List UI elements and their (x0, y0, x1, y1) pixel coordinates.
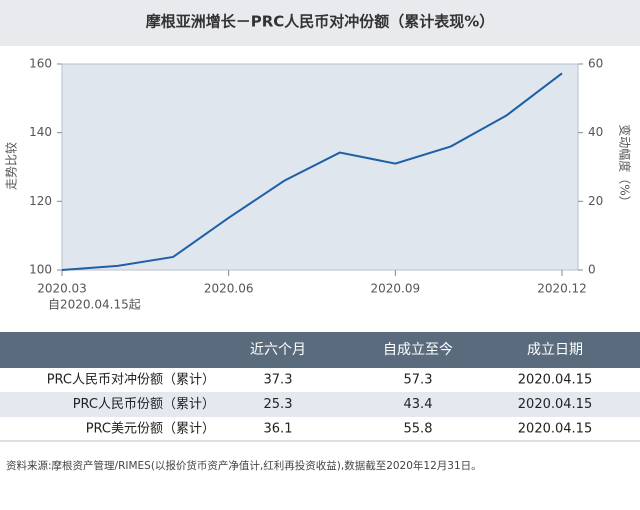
annotation: 自2020.04.15起 (48, 298, 141, 312)
table-row-band (0, 392, 640, 417)
x-tick-label: 2020.09 (371, 282, 421, 296)
x-tick-label: 2020.03 (37, 282, 87, 296)
y2-tick-label: 20 (588, 194, 603, 208)
table-cell: 57.3 (404, 373, 433, 388)
column-header: 自成立至今 (383, 342, 453, 358)
table-cell: 37.3 (264, 373, 293, 388)
y-tick-label: 140 (29, 125, 52, 139)
footnote: 资料来源:摩根资产管理/RIMES(以报价货币资产净值计,红利再投资收益),数据… (6, 459, 482, 472)
table-cell: 25.3 (264, 397, 293, 412)
column-header: 近六个月 (250, 342, 306, 358)
y2-tick-label: 0 (588, 263, 596, 277)
y-axis-label: 走势比较 (4, 142, 19, 190)
column-header: 成立日期 (527, 342, 583, 358)
y2-tick-label: 60 (588, 57, 603, 71)
table-cell: 2020.04.15 (518, 373, 592, 388)
table-cell: 55.8 (404, 422, 433, 437)
chart-title: 摩根亚洲增长－PRC人民币对冲份额（累计表现%） (146, 13, 495, 31)
table-cell: 2020.04.15 (518, 422, 592, 437)
plot-area (61, 63, 579, 271)
table-cell: 43.4 (404, 397, 433, 412)
table-header (0, 332, 640, 368)
title-band (0, 0, 640, 46)
y2-tick-label: 40 (588, 125, 603, 139)
row-label: PRC人民币份额（累计） (73, 397, 215, 412)
x-tick-label: 2020.12 (537, 282, 587, 296)
row-label: PRC人民币对冲份额（累计） (47, 373, 215, 388)
line (61, 72, 563, 271)
y2-axis-label: 变动幅度（%） (618, 124, 633, 207)
y-tick-label: 100 (29, 263, 52, 277)
table-cell: 36.1 (264, 422, 293, 437)
x-tick-label: 2020.06 (204, 282, 254, 296)
table-cell: 2020.04.15 (518, 397, 592, 412)
y-tick-label: 120 (29, 194, 52, 208)
row-label: PRC美元份额（累计） (86, 422, 215, 437)
y-tick-label: 160 (29, 57, 52, 71)
